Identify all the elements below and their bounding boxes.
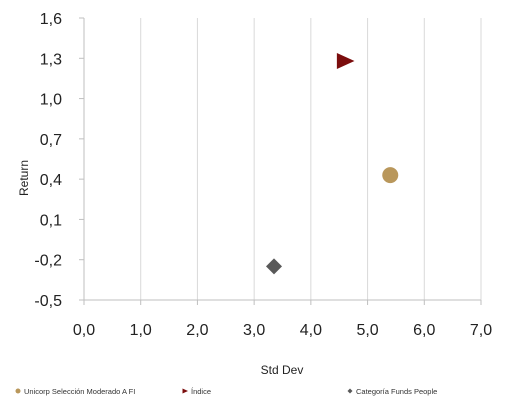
data-point [382, 167, 399, 184]
x-tick-label: 6,0 [413, 322, 435, 339]
legend-label: Unicorp Selección Moderado A FI [24, 387, 135, 396]
legend-label: Índice [191, 387, 211, 396]
y-tick-label: 1,6 [40, 11, 62, 28]
x-tick-label: 7,0 [470, 322, 492, 339]
y-tick-label: 0,4 [40, 172, 62, 189]
x-tick-label: 2,0 [186, 322, 208, 339]
data-point [265, 258, 282, 275]
data-point [336, 52, 355, 69]
y-tick-labels: 1,6 1,3 1,0 0,7 0,4 0,1 -0,2 -0,5 [34, 11, 62, 310]
y-axis-title: Return [17, 160, 31, 196]
x-tick-labels: 0,0 1,0 2,0 3,0 4,0 5,0 6,0 7,0 [73, 322, 492, 339]
x-tick-label: 5,0 [356, 322, 378, 339]
legend-marker [182, 388, 188, 394]
y-tick-label: 0,7 [40, 132, 62, 149]
axes [79, 17, 482, 305]
legend-label: Categoría Funds People [356, 387, 437, 396]
x-tick-label: 1,0 [130, 322, 152, 339]
y-tick-label: 0,1 [40, 212, 62, 229]
y-tick-label: -0,2 [34, 253, 62, 270]
grid-lines [140, 18, 482, 300]
legend: Unicorp Selección Moderado A FI Índice Cat… [15, 387, 437, 396]
data-points [265, 52, 399, 275]
y-tick-label: 1,3 [40, 51, 62, 68]
x-tick-label: 4,0 [300, 322, 322, 339]
y-tick-label: 1,0 [40, 92, 62, 109]
y-tick-label: -0,5 [34, 293, 62, 310]
x-axis-title: Std Dev [261, 363, 304, 377]
legend-marker [15, 388, 21, 394]
x-tick-label: 0,0 [73, 322, 95, 339]
x-tick-label: 3,0 [243, 322, 265, 339]
legend-marker [347, 388, 353, 394]
